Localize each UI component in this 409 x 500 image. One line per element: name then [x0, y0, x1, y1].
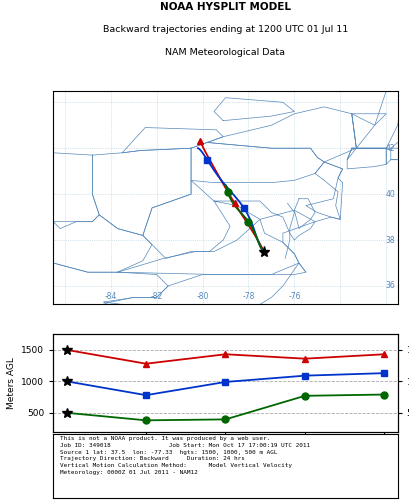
Text: 07/01: 07/01: [213, 438, 237, 448]
Text: 38: 38: [385, 236, 394, 244]
Text: -84: -84: [104, 292, 117, 301]
Y-axis label: Meters AGL: Meters AGL: [7, 357, 16, 409]
Text: This is not a NOAA product. It was produced by a web user.
Job ID: 349018       : This is not a NOAA product. It was produ…: [60, 436, 310, 475]
Text: 42: 42: [385, 144, 394, 152]
Text: 40: 40: [385, 190, 394, 198]
Text: -76: -76: [288, 292, 300, 301]
Text: -80: -80: [196, 292, 208, 301]
Text: -82: -82: [150, 292, 162, 301]
Text: -78: -78: [242, 292, 254, 301]
Text: Source ★ at  37.50 N  77.33 W: Source ★ at 37.50 N 77.33 W: [0, 139, 3, 256]
Text: Backward trajectories ending at 1200 UTC 01 Jul 11: Backward trajectories ending at 1200 UTC…: [103, 24, 347, 34]
Text: NAM Meteorological Data: NAM Meteorological Data: [165, 48, 285, 57]
Text: NOAA HYSPLIT MODEL: NOAA HYSPLIT MODEL: [160, 2, 290, 12]
Text: 36: 36: [385, 282, 394, 290]
